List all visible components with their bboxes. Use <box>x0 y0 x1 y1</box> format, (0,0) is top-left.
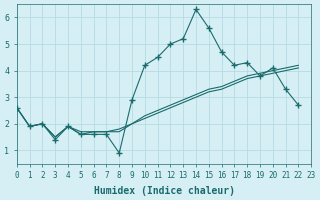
X-axis label: Humidex (Indice chaleur): Humidex (Indice chaleur) <box>93 186 235 196</box>
